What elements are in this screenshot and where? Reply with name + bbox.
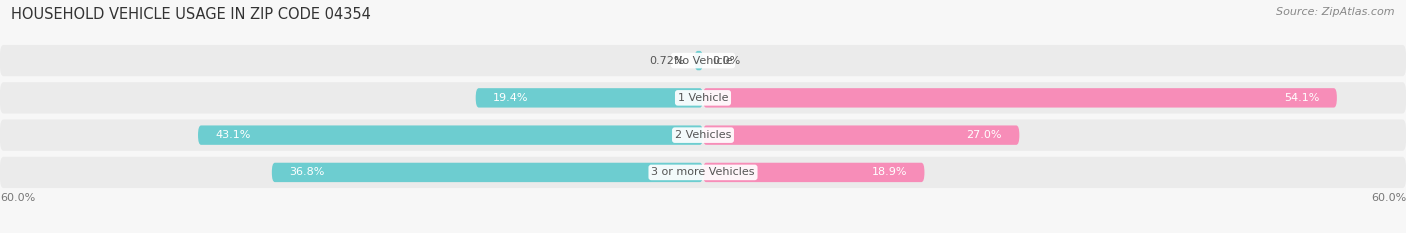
Text: 43.1%: 43.1% (215, 130, 250, 140)
Text: No Vehicle: No Vehicle (673, 56, 733, 65)
Text: 3 or more Vehicles: 3 or more Vehicles (651, 168, 755, 177)
Text: 0.0%: 0.0% (713, 56, 741, 65)
FancyBboxPatch shape (0, 82, 1406, 113)
FancyBboxPatch shape (271, 163, 703, 182)
FancyBboxPatch shape (703, 163, 925, 182)
Text: 0.72%: 0.72% (650, 56, 685, 65)
FancyBboxPatch shape (198, 125, 703, 145)
Text: 19.4%: 19.4% (494, 93, 529, 103)
Text: HOUSEHOLD VEHICLE USAGE IN ZIP CODE 04354: HOUSEHOLD VEHICLE USAGE IN ZIP CODE 0435… (11, 7, 371, 22)
FancyBboxPatch shape (695, 51, 703, 70)
Text: 54.1%: 54.1% (1284, 93, 1319, 103)
FancyBboxPatch shape (0, 120, 1406, 151)
Text: 2 Vehicles: 2 Vehicles (675, 130, 731, 140)
FancyBboxPatch shape (703, 88, 1337, 108)
FancyBboxPatch shape (0, 157, 1406, 188)
Text: 36.8%: 36.8% (290, 168, 325, 177)
FancyBboxPatch shape (703, 125, 1019, 145)
Text: 60.0%: 60.0% (0, 193, 35, 203)
Text: 60.0%: 60.0% (1371, 193, 1406, 203)
Text: 27.0%: 27.0% (966, 130, 1001, 140)
FancyBboxPatch shape (0, 45, 1406, 76)
Text: Source: ZipAtlas.com: Source: ZipAtlas.com (1277, 7, 1395, 17)
FancyBboxPatch shape (475, 88, 703, 108)
Text: 18.9%: 18.9% (872, 168, 907, 177)
Text: 1 Vehicle: 1 Vehicle (678, 93, 728, 103)
